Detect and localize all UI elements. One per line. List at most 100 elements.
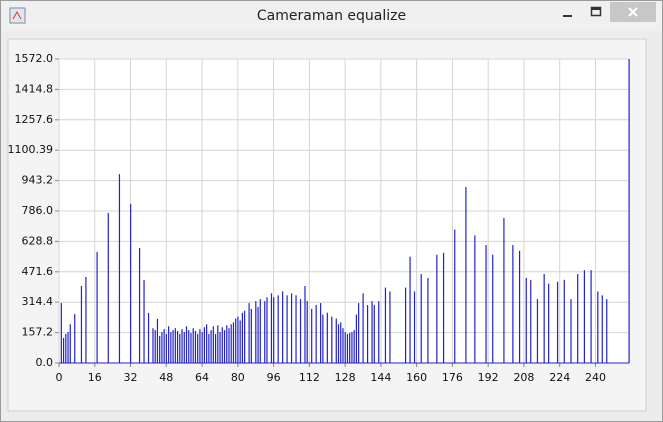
bar xyxy=(590,270,592,363)
y-tick-label: 471.6 xyxy=(22,265,54,278)
bar xyxy=(201,332,203,363)
bar xyxy=(194,331,197,363)
bar xyxy=(371,301,373,363)
bar xyxy=(266,297,268,363)
bar xyxy=(264,301,266,363)
y-tick-label: 786.0 xyxy=(22,204,54,217)
bar xyxy=(203,327,205,363)
bar xyxy=(286,295,288,363)
bar xyxy=(530,279,532,363)
bar xyxy=(474,235,476,363)
bar xyxy=(210,330,212,363)
bar xyxy=(221,327,223,363)
bar xyxy=(331,316,333,363)
bar xyxy=(206,324,208,363)
chart: 0.0 157.2 314.4 471.6 628.8 786.0 943.2 1100.39… xyxy=(7,38,647,412)
bar xyxy=(208,333,210,363)
bar xyxy=(179,333,181,363)
bar xyxy=(165,333,167,363)
x-tick-label: 112 xyxy=(299,371,320,384)
title-bar: Cameraman equalize xyxy=(1,1,662,31)
bar xyxy=(212,326,214,363)
x-tick-label: 192 xyxy=(478,371,499,384)
maximize-button[interactable] xyxy=(590,6,602,18)
bar xyxy=(217,325,219,363)
bar xyxy=(277,295,279,363)
bar xyxy=(226,325,228,363)
x-tick-label: 240 xyxy=(585,371,606,384)
close-button[interactable] xyxy=(610,2,656,22)
bar xyxy=(351,332,353,363)
bar xyxy=(197,333,199,363)
bar xyxy=(597,291,599,363)
bar xyxy=(512,245,514,363)
bar xyxy=(235,318,237,363)
bar xyxy=(107,212,109,363)
bar xyxy=(344,332,346,363)
bar xyxy=(404,287,407,363)
bar xyxy=(199,329,201,363)
bar xyxy=(188,330,190,363)
bar xyxy=(259,299,261,363)
bar xyxy=(255,301,257,363)
bar xyxy=(320,303,322,363)
bar xyxy=(628,59,630,363)
bar xyxy=(389,291,391,363)
bar xyxy=(185,326,188,363)
bar xyxy=(373,304,375,363)
x-tick-label: 96 xyxy=(267,371,281,384)
bar xyxy=(69,324,71,363)
bar xyxy=(130,204,132,363)
bar xyxy=(219,332,221,363)
bar xyxy=(366,304,369,363)
bar xyxy=(454,229,456,363)
y-tick-label: 314.4 xyxy=(22,295,54,308)
bar xyxy=(556,281,559,363)
bar xyxy=(601,295,603,363)
bar xyxy=(306,301,308,363)
bar xyxy=(420,274,422,363)
bar xyxy=(536,299,539,363)
bar xyxy=(290,293,293,363)
bar xyxy=(96,251,98,363)
bar xyxy=(362,293,364,363)
bar xyxy=(326,312,328,363)
bar xyxy=(340,322,342,363)
bar xyxy=(181,329,183,363)
bar xyxy=(311,308,313,363)
bar xyxy=(518,250,521,363)
bar xyxy=(183,332,185,363)
bar xyxy=(465,187,467,363)
y-tick-label: 157.2 xyxy=(22,326,54,339)
bar xyxy=(74,314,76,363)
x-tick-label: 80 xyxy=(231,371,245,384)
bar xyxy=(214,333,217,363)
bar xyxy=(156,318,159,363)
bar xyxy=(65,333,67,363)
bar xyxy=(60,303,62,363)
y-tick-label: 1572.0 xyxy=(15,52,54,65)
x-tick-label: 48 xyxy=(159,371,173,384)
bar xyxy=(304,286,306,363)
bar xyxy=(143,280,145,363)
x-tick-label: 176 xyxy=(442,371,463,384)
bar xyxy=(147,312,150,363)
x-tick-label: 64 xyxy=(195,371,209,384)
bar xyxy=(485,245,487,363)
app-icon xyxy=(9,7,26,24)
minimize-button[interactable] xyxy=(562,7,574,19)
bar xyxy=(295,295,297,363)
x-tick-label: 160 xyxy=(406,371,427,384)
bar xyxy=(548,283,550,363)
bar xyxy=(353,330,355,363)
bar xyxy=(170,332,172,363)
bar xyxy=(257,306,259,363)
bar xyxy=(355,314,357,363)
bar xyxy=(337,324,340,363)
bar xyxy=(62,337,65,363)
bar xyxy=(442,252,445,363)
bar xyxy=(409,256,411,363)
bar xyxy=(174,328,176,363)
bar xyxy=(282,291,284,363)
y-tick-label: 0.0 xyxy=(36,356,54,369)
